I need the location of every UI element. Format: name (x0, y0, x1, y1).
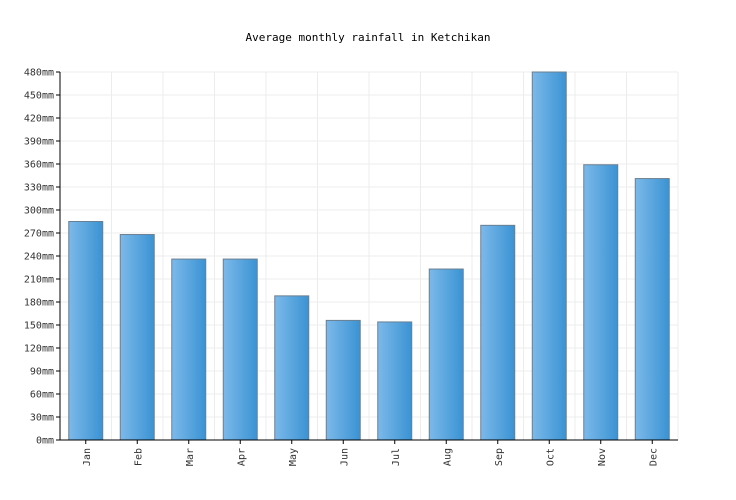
bar-mar (171, 258, 207, 441)
y-axis-tick-labels: 0mm 30mm 60mm 90mm 120mm 150mm 180mm 210mm 240mm… (24, 68, 60, 447)
x-tick-label: May (288, 448, 299, 466)
x-tick-label: Apr (236, 448, 247, 466)
x-tick-label: Oct (545, 448, 556, 466)
bar-nov (583, 164, 619, 441)
x-tick-label: Feb (133, 448, 144, 466)
y-tick-label: 0mm (36, 436, 54, 447)
x-tick-label: Dec (648, 448, 659, 466)
y-tick-label: 210mm (24, 275, 54, 286)
x-tick-label: Mar (185, 448, 196, 466)
x-axis-tick-labels: Jan Feb Mar Apr May Jun Jul Aug Sep Oct Nov Dec (82, 440, 659, 466)
x-tick-label: Jul (391, 448, 402, 466)
bar-oct (531, 71, 567, 441)
bar-apr (222, 258, 258, 441)
y-tick-label: 30mm (30, 413, 54, 424)
bar-jun (325, 319, 361, 441)
y-tick-label: 360mm (24, 160, 54, 171)
y-tick-label: 180mm (24, 298, 54, 309)
y-tick-label: 330mm (24, 183, 54, 194)
bar-jan (68, 221, 104, 441)
bars (68, 71, 670, 441)
y-tick-label: 60mm (30, 390, 54, 401)
x-tick-label: Jan (82, 448, 93, 466)
x-tick-label: Jun (339, 448, 350, 466)
y-tick-label: 240mm (24, 252, 54, 263)
bar-sep (480, 224, 516, 441)
x-tick-label: Sep (494, 448, 505, 466)
y-tick-label: 420mm (24, 114, 54, 125)
y-tick-label: 450mm (24, 91, 54, 102)
y-tick-label: 300mm (24, 206, 54, 217)
bar-jul (377, 321, 413, 441)
y-tick-label: 480mm (24, 68, 54, 79)
grid-lines (60, 71, 679, 440)
y-tick-label: 270mm (24, 229, 54, 240)
y-tick-label: 150mm (24, 321, 54, 332)
bar-may (274, 295, 310, 441)
bar-dec (634, 178, 670, 441)
chart-title: Average monthly rainfall in Ketchikan (245, 31, 490, 44)
bar-feb (119, 234, 155, 441)
y-tick-label: 390mm (24, 137, 54, 148)
x-tick-label: Aug (442, 448, 453, 466)
bar-aug (428, 268, 464, 441)
y-tick-label: 120mm (24, 344, 54, 355)
y-tick-label: 90mm (30, 367, 54, 378)
x-tick-label: Nov (597, 448, 608, 466)
